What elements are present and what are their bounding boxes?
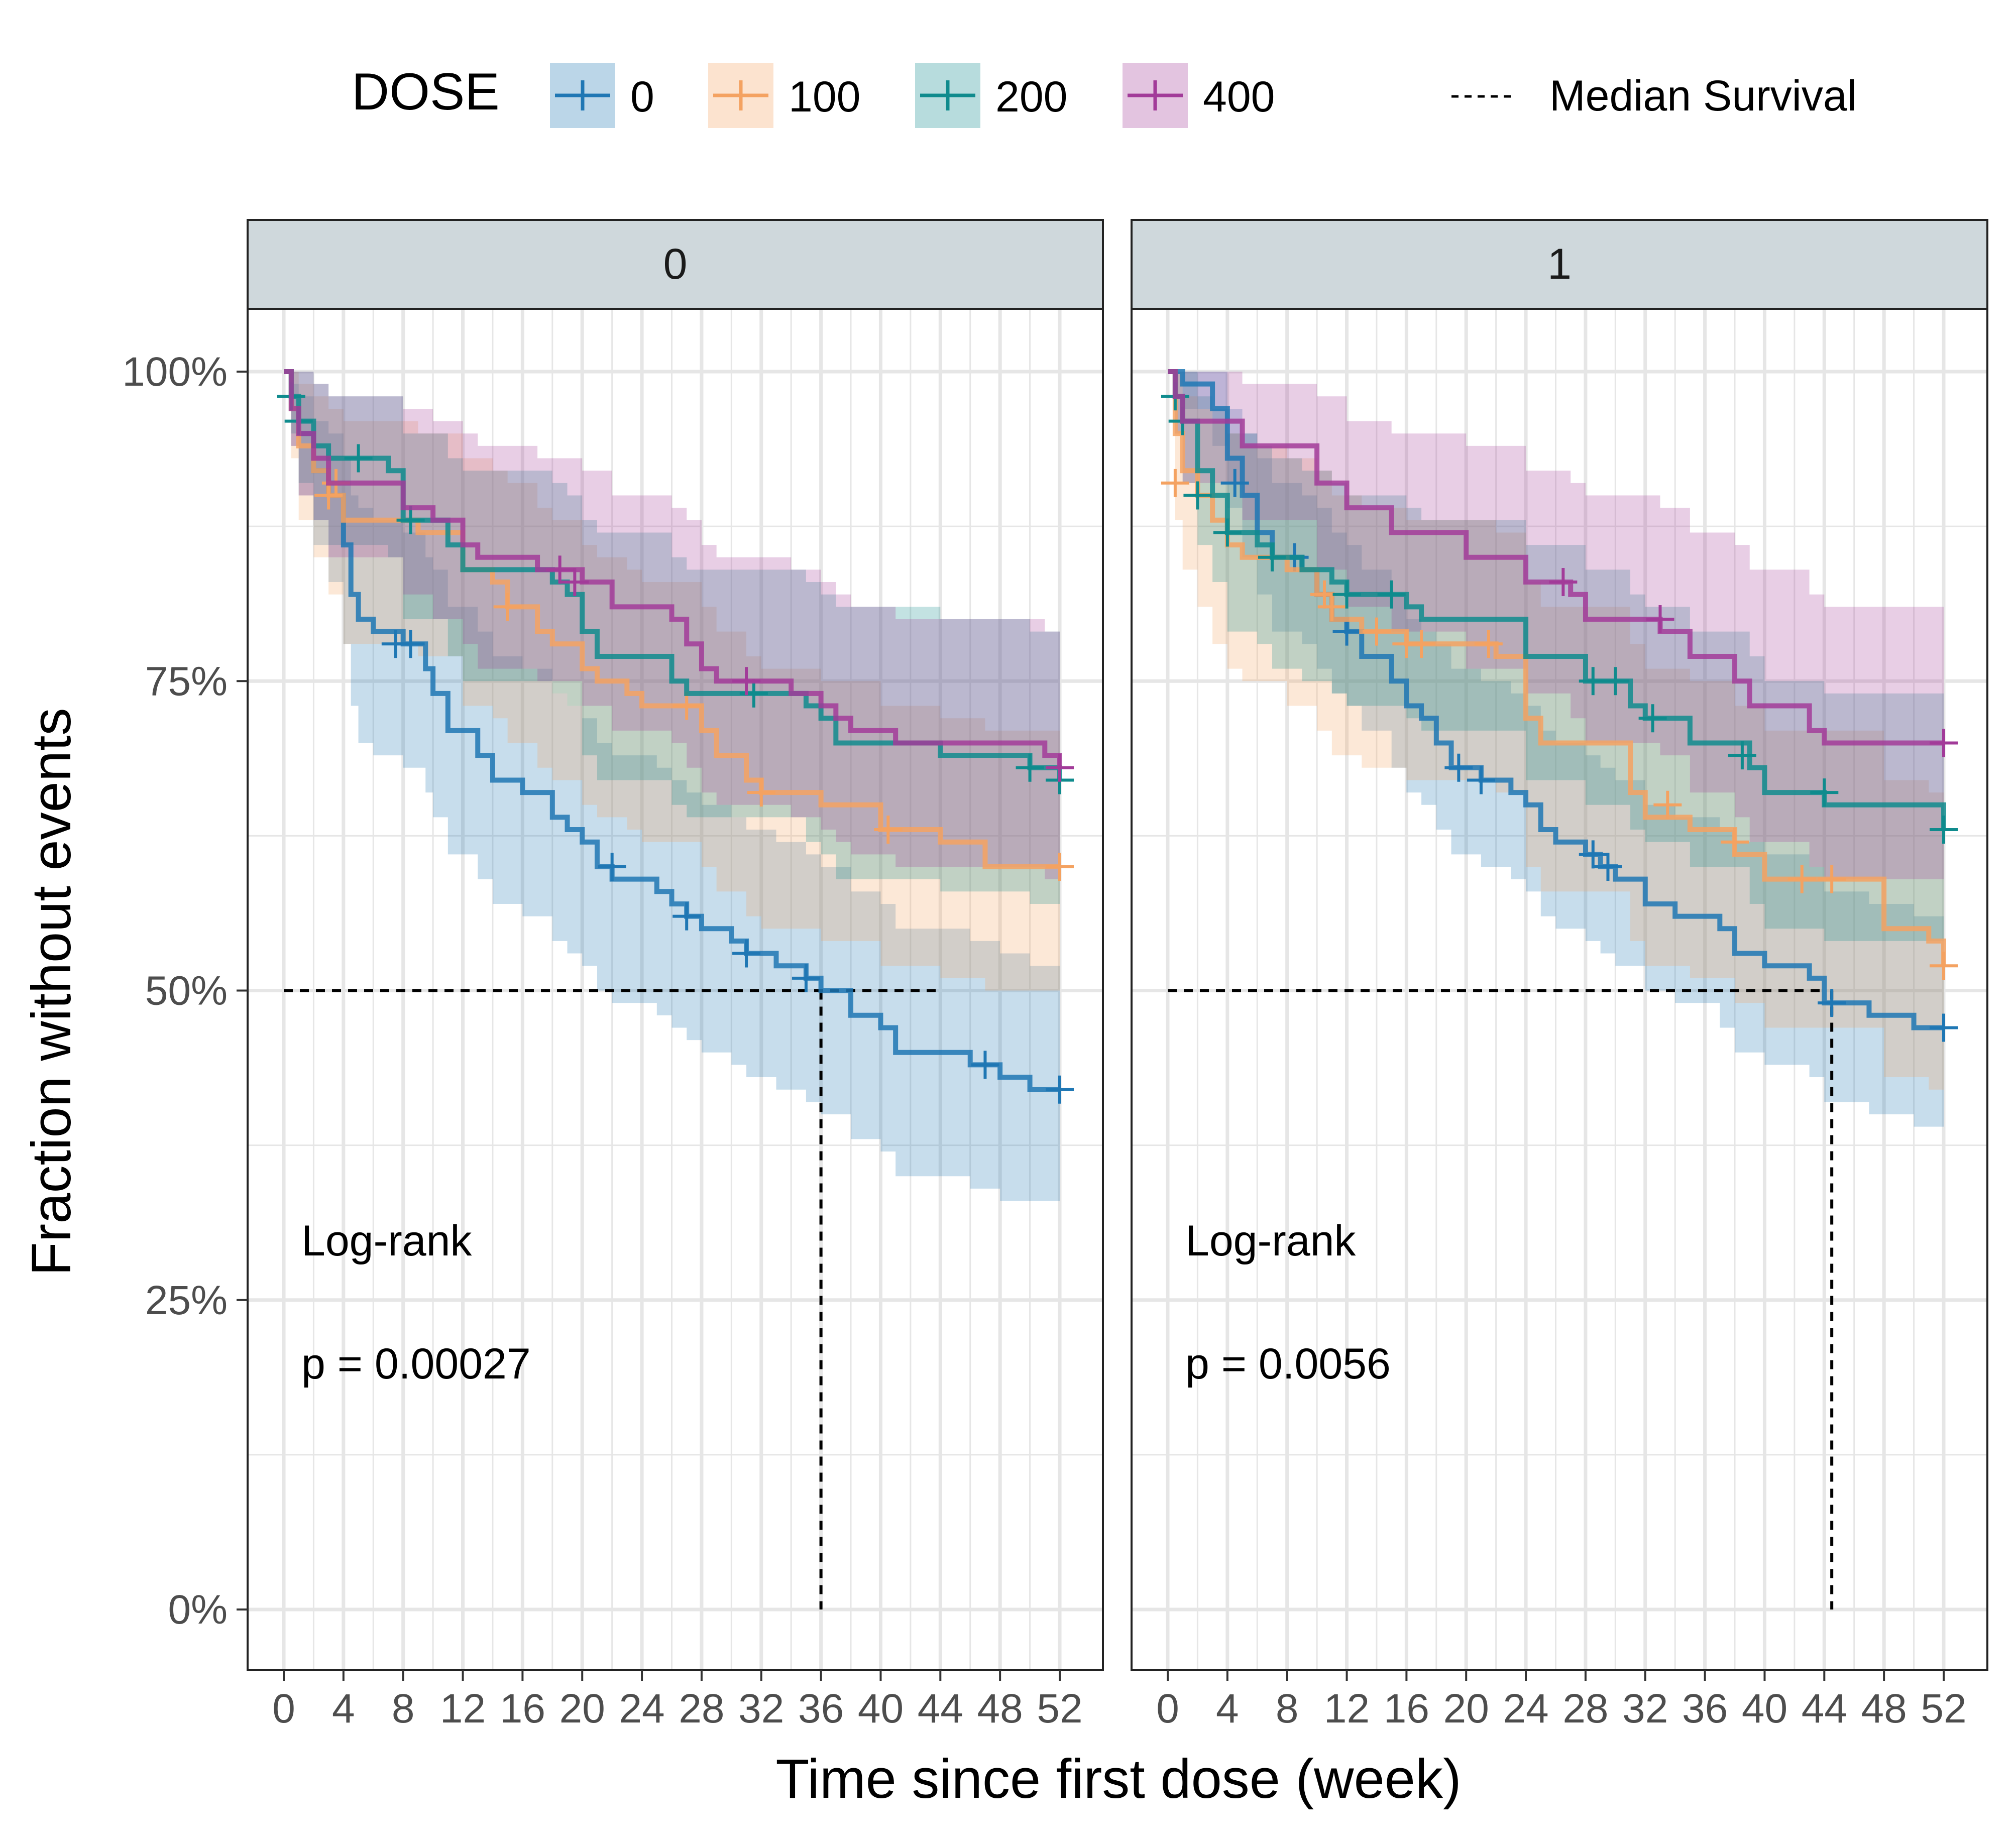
x-tick-label: 52 bbox=[1037, 1686, 1082, 1732]
x-tick-label: 16 bbox=[1384, 1686, 1429, 1732]
panel-strip bbox=[247, 219, 1104, 310]
logrank-pvalue: p = 0.00027 bbox=[301, 1340, 531, 1388]
x-tick-label: 44 bbox=[1802, 1686, 1847, 1732]
survival-curve-dose-200 bbox=[1168, 369, 1946, 830]
x-tick-label: 20 bbox=[1443, 1686, 1489, 1732]
x-tick-label: 12 bbox=[1324, 1686, 1370, 1732]
y-tick-label: 75% bbox=[145, 658, 228, 704]
legend-keys: 0 100 200 400 bbox=[550, 63, 1275, 128]
legend-label-100: 100 bbox=[789, 73, 861, 121]
x-tick-label: 40 bbox=[1742, 1686, 1787, 1732]
x-axis-title: Time since first dose (week) bbox=[775, 1748, 1461, 1810]
ci-band-dose-200 bbox=[1168, 372, 1944, 966]
x-tick-label: 8 bbox=[1276, 1686, 1299, 1732]
x-tick-label: 36 bbox=[798, 1686, 844, 1732]
x-tick-label: 20 bbox=[559, 1686, 605, 1732]
x-tick-label: 12 bbox=[440, 1686, 486, 1732]
panel-border bbox=[247, 308, 1104, 1671]
ci-band-dose-400 bbox=[284, 372, 1060, 892]
x-tick-label: 4 bbox=[332, 1686, 355, 1732]
legend-title: DOSE bbox=[352, 63, 500, 121]
ci-band-dose-200 bbox=[284, 372, 1060, 916]
survival-curves bbox=[1161, 369, 1958, 1042]
x-tick-label: 32 bbox=[738, 1686, 784, 1732]
x-tick-label: 40 bbox=[858, 1686, 904, 1732]
y-tick-label: 100% bbox=[122, 349, 228, 395]
logrank-label: Log-rank bbox=[301, 1217, 472, 1265]
y-axis-title: Fraction without events bbox=[21, 708, 82, 1276]
survival-curve-dose-400 bbox=[1168, 369, 1944, 746]
panel-border bbox=[1131, 308, 1988, 1671]
logrank-pvalue: p = 0.0056 bbox=[1185, 1340, 1391, 1388]
x-tick-label: 4 bbox=[1216, 1686, 1239, 1732]
panel-strip-label: 0 bbox=[663, 240, 688, 288]
x-tick-label: 44 bbox=[918, 1686, 963, 1732]
x-axis-ticks: 0 4 8 12 16 20 24 28 32 36 40 44 48 52 bbox=[272, 1670, 1083, 1732]
ci-band-dose-0 bbox=[284, 372, 1060, 1201]
median-survival-legend-label: Median Survival bbox=[1549, 72, 1857, 120]
x-tick-label: 16 bbox=[500, 1686, 545, 1732]
x-tick-label: 36 bbox=[1682, 1686, 1728, 1732]
y-tick-label: 25% bbox=[145, 1278, 228, 1323]
confidence-bands bbox=[284, 372, 1060, 1201]
x-tick-label: 0 bbox=[272, 1686, 295, 1732]
survival-curve-dose-400 bbox=[284, 369, 1062, 768]
x-tick-label: 24 bbox=[619, 1686, 664, 1732]
y-tick-label: 50% bbox=[145, 968, 228, 1014]
x-tick-label: 8 bbox=[392, 1686, 415, 1732]
legend: DOSE 0 100 200 400 Median Survival bbox=[352, 63, 1857, 128]
x-tick-label: 48 bbox=[1861, 1686, 1907, 1732]
legend-label-200: 200 bbox=[995, 73, 1068, 121]
legend-label-0: 0 bbox=[630, 73, 654, 121]
y-axis-ticks: 0% 25% 50% 75% 100% bbox=[122, 349, 248, 1633]
x-tick-label: 24 bbox=[1503, 1686, 1548, 1732]
logrank-label: Log-rank bbox=[1185, 1217, 1356, 1265]
ci-band-dose-0 bbox=[1168, 372, 1944, 1139]
x-tick-label: 28 bbox=[679, 1686, 724, 1732]
survival-curves bbox=[277, 369, 1074, 1104]
x-tick-label: 48 bbox=[977, 1686, 1023, 1732]
x-tick-label: 0 bbox=[1156, 1686, 1179, 1732]
x-tick-label: 32 bbox=[1622, 1686, 1668, 1732]
panel-strip-label: 1 bbox=[1547, 240, 1572, 288]
legend-label-400: 400 bbox=[1203, 73, 1275, 121]
survival-curve-dose-0 bbox=[284, 369, 1060, 1092]
confidence-bands bbox=[1168, 372, 1944, 1139]
x-tick-label: 28 bbox=[1562, 1686, 1608, 1732]
survival-curve-dose-200 bbox=[284, 369, 1062, 780]
panel-strip bbox=[1131, 219, 1988, 310]
y-tick-label: 0% bbox=[168, 1587, 228, 1633]
x-axis-ticks: 0 4 8 12 16 20 24 28 32 36 40 44 48 52 bbox=[1156, 1670, 1967, 1732]
x-tick-label: 52 bbox=[1921, 1686, 1966, 1732]
